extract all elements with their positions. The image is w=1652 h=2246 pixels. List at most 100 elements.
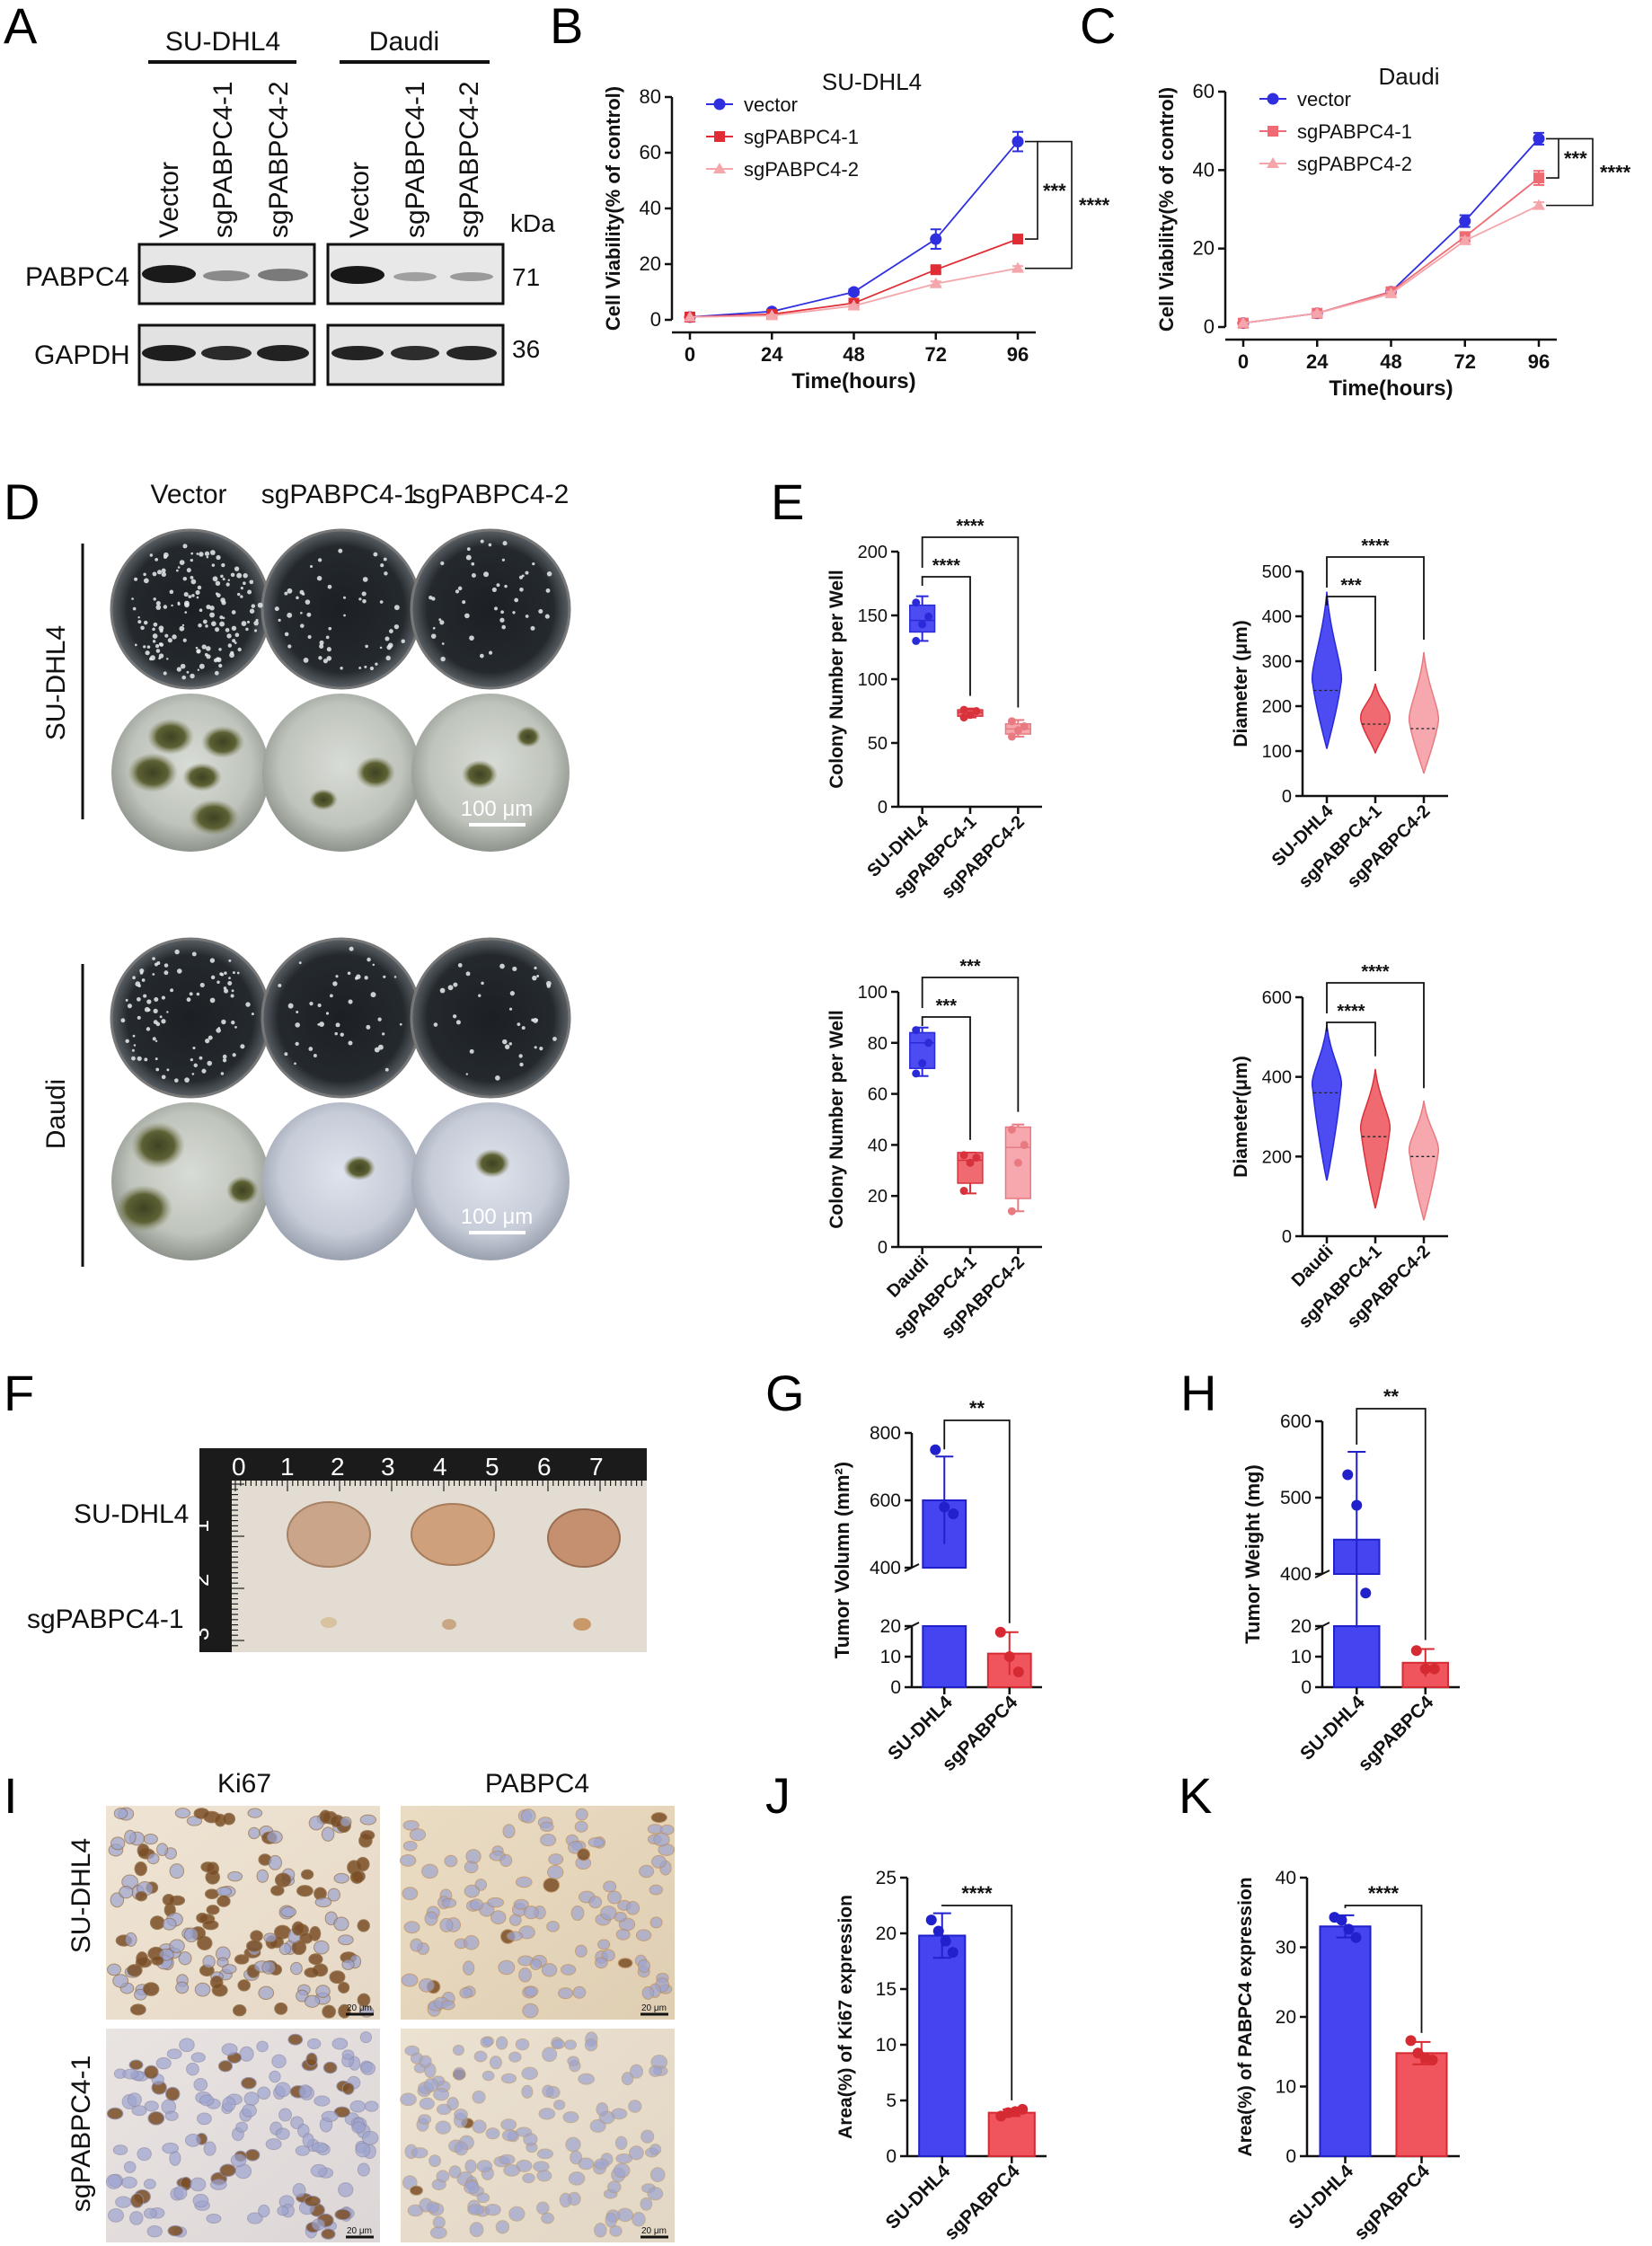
colony-dot bbox=[502, 1039, 508, 1045]
cell-nucleus bbox=[536, 2201, 550, 2215]
y-tick-label: 40 bbox=[1193, 158, 1215, 181]
band-pabpc4-vector-sudhl4 bbox=[142, 265, 196, 283]
colony-dot bbox=[191, 594, 195, 597]
colony-dot bbox=[184, 611, 188, 614]
significance-bracket bbox=[921, 576, 971, 696]
colony-dot bbox=[348, 1040, 353, 1046]
y-tick-label: 500 bbox=[1280, 1488, 1312, 1508]
data-point bbox=[1384, 287, 1398, 298]
cell-nucleus bbox=[311, 2218, 325, 2232]
colony-dot bbox=[211, 621, 216, 627]
series-line-sgPABPC4-1 bbox=[1242, 177, 1540, 324]
significance-bracket bbox=[1344, 1905, 1423, 2033]
colony-dot bbox=[198, 623, 202, 628]
cell-nucleus bbox=[258, 1985, 275, 2000]
colony-dot bbox=[534, 966, 537, 970]
cell-nucleus bbox=[144, 2065, 159, 2080]
colony-dot bbox=[163, 605, 168, 609]
cell-nucleus bbox=[524, 1985, 539, 1997]
cell-nucleus bbox=[287, 2033, 304, 2046]
cell-nucleus bbox=[305, 2052, 318, 2067]
colony-dot bbox=[488, 543, 492, 547]
tumor-6 bbox=[573, 1618, 591, 1631]
blot-group-sudhl4: SU-DHL4 bbox=[165, 27, 280, 57]
y-tick-label: 20 bbox=[868, 1187, 888, 1207]
cell-nucleus bbox=[495, 2036, 508, 2050]
colony-dot bbox=[384, 571, 388, 576]
cell-nucleus bbox=[428, 2154, 442, 2168]
colony-dot bbox=[495, 1075, 500, 1081]
colony-dot bbox=[504, 1044, 510, 1049]
western-blot: SU-DHL4 Daudi Vector sgPABPC4-1 sgPABPC4… bbox=[25, 27, 555, 386]
legend-marker bbox=[714, 131, 725, 142]
cell-nucleus bbox=[122, 2068, 139, 2080]
colony-dot bbox=[232, 1053, 236, 1057]
colony-dot bbox=[125, 1039, 129, 1044]
significance-label: *** bbox=[959, 957, 981, 977]
cell-nucleus bbox=[629, 2145, 644, 2161]
cell-nucleus bbox=[578, 2157, 595, 2171]
cell-nucleus bbox=[546, 1921, 560, 1932]
cell-nucleus bbox=[349, 1870, 365, 1884]
colony-dot bbox=[243, 581, 246, 586]
cell-nucleus bbox=[404, 2045, 420, 2056]
cell-nucleus bbox=[108, 2208, 124, 2223]
significance-label: **** bbox=[961, 1882, 993, 1905]
cell-nucleus bbox=[501, 2129, 518, 2142]
cell-nucleus bbox=[411, 2147, 428, 2159]
colony-dot bbox=[382, 1032, 385, 1036]
cell-nucleus bbox=[542, 2047, 558, 2063]
colony-dot bbox=[221, 1019, 226, 1025]
colony-dot bbox=[466, 547, 471, 552]
cell-nucleus bbox=[464, 2180, 480, 2195]
cell-nucleus bbox=[349, 2100, 367, 2113]
colony-dot bbox=[257, 602, 263, 608]
cell-nucleus bbox=[640, 2129, 655, 2144]
colony-dot bbox=[196, 992, 200, 996]
micro-daudi-sg1 bbox=[262, 1102, 420, 1260]
data-point bbox=[847, 299, 861, 311]
colony-dot bbox=[155, 1067, 160, 1072]
colony-dot bbox=[373, 552, 378, 557]
colony-dot bbox=[227, 981, 233, 986]
significance-bracket bbox=[1025, 140, 1038, 240]
colony-dot bbox=[155, 1039, 158, 1043]
y-tick-label: 400 bbox=[870, 1558, 901, 1578]
cell-nucleus bbox=[202, 1919, 219, 1931]
colony-dot bbox=[220, 1072, 225, 1075]
colony-dot bbox=[393, 623, 400, 630]
bar bbox=[1319, 1925, 1372, 2157]
colony-dot bbox=[152, 571, 157, 577]
cell-nucleus bbox=[134, 1861, 147, 1877]
colony-dot bbox=[366, 1024, 371, 1030]
colony-dot bbox=[209, 550, 216, 555]
significance-label: *** bbox=[936, 996, 958, 1016]
y-tick-label: 100 bbox=[858, 983, 888, 1003]
colony-dot bbox=[155, 649, 161, 653]
colony-dot bbox=[287, 1003, 294, 1009]
cell-nucleus bbox=[144, 2100, 159, 2112]
cell-nucleus bbox=[196, 1912, 209, 1923]
colony-dot bbox=[208, 1035, 213, 1040]
y-tick-label: 20 bbox=[1291, 1616, 1312, 1637]
colony-dot bbox=[231, 989, 234, 993]
colony-dot bbox=[218, 663, 223, 668]
colony-dot bbox=[163, 671, 167, 676]
cell-nucleus bbox=[230, 2153, 247, 2168]
cell-nucleus bbox=[341, 2082, 355, 2095]
cell-nucleus bbox=[322, 2061, 338, 2074]
cell-nucleus bbox=[331, 2038, 349, 2050]
cell-nucleus bbox=[570, 1906, 585, 1922]
significance-bracket bbox=[1326, 1021, 1376, 1057]
colony-dot bbox=[196, 553, 199, 555]
colony-dot bbox=[440, 561, 445, 566]
y-tick-label: 0 bbox=[886, 2146, 897, 2167]
x-tick-label: sgPABPC4 bbox=[1350, 2161, 1434, 2244]
chart-C: Daudi 0 20 40 60 0 24 48 72 96 Time(hours) Cell Via… bbox=[1155, 63, 1631, 401]
colony-dot bbox=[145, 650, 150, 656]
colony-dot bbox=[155, 558, 158, 562]
data-point bbox=[994, 1626, 1006, 1638]
cell-nucleus bbox=[113, 1808, 128, 1819]
